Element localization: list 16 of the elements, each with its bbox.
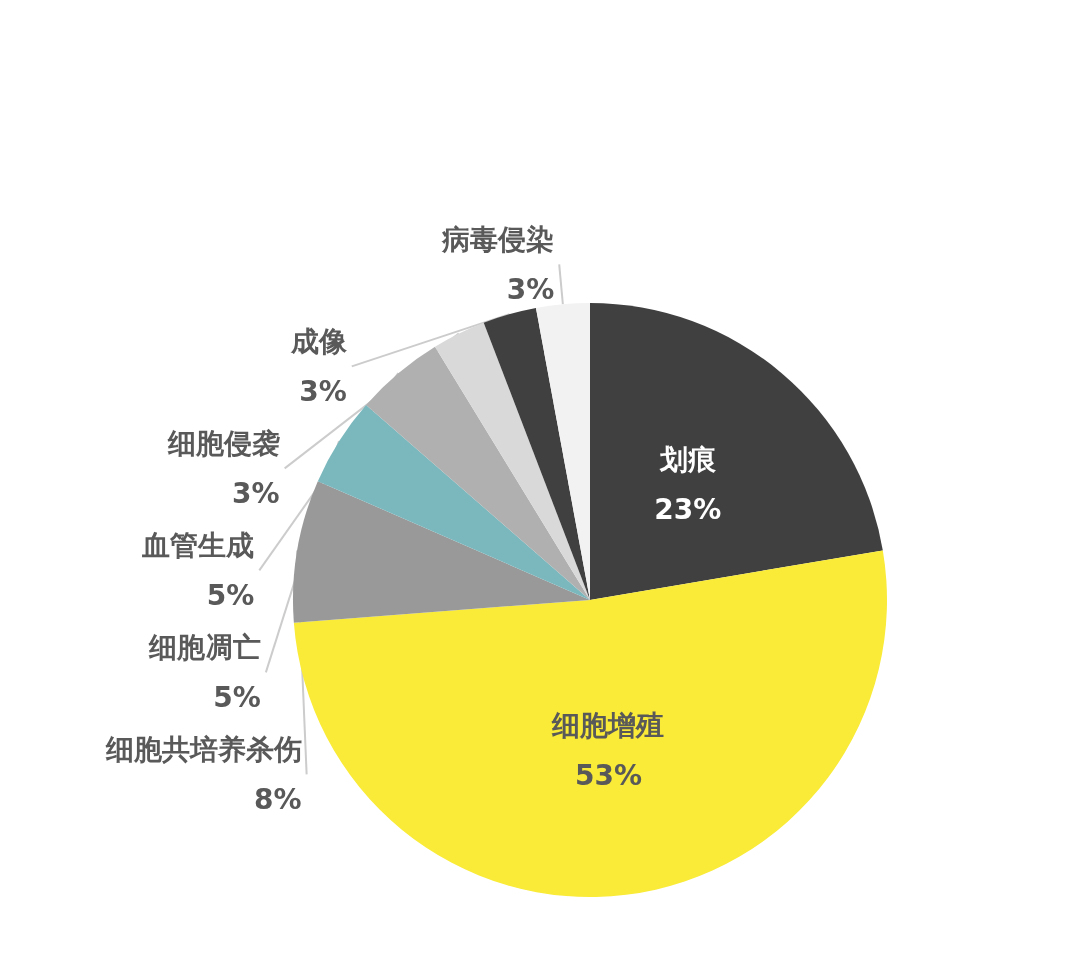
slice-label: 病毒侵染 bbox=[441, 222, 555, 256]
data-label: 3% bbox=[299, 374, 347, 408]
data-label: 5% bbox=[213, 680, 261, 714]
slice-label: 细胞凋亡 bbox=[147, 630, 261, 664]
slice-label: 成像 bbox=[289, 324, 348, 358]
slice-label: 划痕 bbox=[658, 442, 716, 476]
data-label: 53% bbox=[574, 758, 642, 792]
slice-label: 细胞共培养杀伤 bbox=[104, 732, 302, 766]
slice-label: 血管生成 bbox=[141, 528, 255, 562]
data-label: 23% bbox=[654, 492, 722, 526]
data-label: 5% bbox=[206, 578, 255, 612]
data-label: 8% bbox=[254, 782, 302, 816]
slice-label: 细胞增殖 bbox=[551, 708, 665, 742]
data-label: 3% bbox=[232, 476, 280, 510]
slice-label: 细胞侵袭 bbox=[166, 426, 280, 460]
data-label: 3% bbox=[506, 272, 555, 306]
